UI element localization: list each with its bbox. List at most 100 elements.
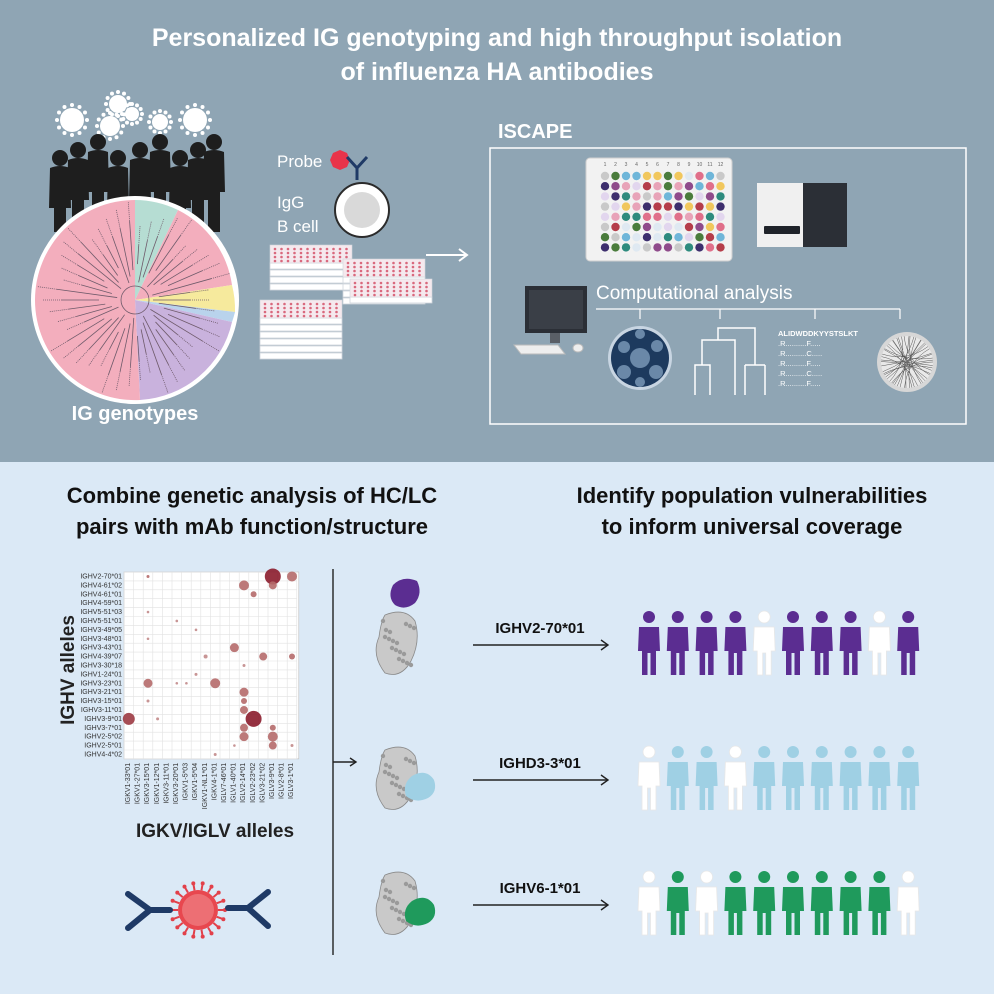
light-allele-label: IGKV1-12*01: [154, 763, 161, 804]
person-icon: [868, 871, 891, 935]
sequence-header: ALIDWDDKYYSTSLKT: [778, 329, 858, 338]
light-allele-label: IGLV7-46*01: [221, 763, 228, 803]
ighv-allele-label: IGHV3-15*01: [80, 698, 122, 705]
ighv-allele-label: IGHV3-23*01: [80, 680, 122, 687]
heatmap-bubble: [233, 744, 236, 747]
probe-label: Probe: [277, 152, 322, 171]
heatmap-bubble: [239, 732, 249, 742]
plate-column-number: 4: [635, 162, 638, 168]
computer-icon: [512, 286, 587, 355]
person-icon: [753, 871, 776, 935]
ighv-allele-label: IGHV4-61*01: [80, 591, 122, 598]
plate-column-number: 11: [707, 162, 712, 168]
right-heading-line2: to inform universal coverage: [602, 514, 903, 539]
probe-bcell-icon: [330, 150, 390, 238]
iscape-label: ISCAPE: [498, 121, 572, 143]
population-row: IGHV2-70*01: [375, 578, 920, 676]
circos-plot-icon: [877, 332, 937, 392]
heatmap-bubble: [269, 724, 276, 731]
ighv-allele-label: IGHV2-5*01: [84, 743, 122, 750]
person-icon: [839, 611, 862, 675]
light-allele-label: IGKV3-15*01: [144, 763, 151, 804]
light-allele-label: IGLV2-8*01: [279, 763, 286, 799]
plate-column-number: 5: [646, 162, 649, 168]
right-heading-line1: Identify population vulnerabilities: [577, 483, 928, 508]
plate-column-number: 8: [677, 162, 680, 168]
plate-column-number: 3: [625, 162, 628, 168]
person-icon: [753, 746, 776, 810]
heatmap-bubble: [239, 687, 249, 697]
heatmap-bubble: [213, 752, 217, 756]
heatmap-bubble: [250, 591, 257, 598]
person-icon: [782, 871, 804, 935]
plate-column-number: 1: [604, 162, 607, 168]
sequence-row: .R..........C.....: [778, 369, 822, 378]
light-allele-label: IGLV3-1*01: [288, 763, 295, 799]
person-icon: [839, 746, 862, 810]
heatmap-bubble: [175, 681, 179, 685]
heatmap-bubble: [146, 610, 150, 614]
protein-structure-icon: [375, 871, 436, 935]
ighv-allele-label: IGHV4-39*07: [80, 654, 122, 661]
plate-column-number: 9: [688, 162, 691, 168]
person-icon: [666, 746, 689, 810]
person-icon: [724, 871, 747, 935]
person-icon: [695, 611, 718, 675]
virus-icon: [120, 102, 144, 126]
cluster-bubble-icon: [608, 326, 672, 390]
heatmap-bubble: [146, 699, 150, 703]
ighv-allele-label: IGHV2-5*02: [84, 734, 122, 741]
heatmap-bubble: [194, 628, 198, 632]
person-icon: [695, 870, 719, 936]
gene-label: IGHV6-1*01: [500, 880, 581, 897]
top-title-line2: of influenza HA antibodies: [341, 58, 654, 86]
person-icon: [782, 611, 804, 675]
plate-column-number: 6: [656, 162, 659, 168]
heatmap-bubble: [241, 698, 247, 705]
person-icon: [637, 870, 661, 936]
person-icon: [810, 871, 833, 935]
light-allele-label: IGLV3-21*02: [259, 763, 266, 803]
heatmap-bubble: [194, 672, 198, 676]
ighv-allele-label: IGHV5-51*03: [80, 609, 122, 616]
heatmap-bubble: [229, 643, 239, 653]
person-icon: [896, 870, 920, 936]
sequence-row: .R..........F.....: [778, 379, 821, 388]
ighv-allele-label: IGHV3-43*01: [80, 645, 122, 652]
heatmap-bubble: [245, 710, 262, 727]
person-icon: [637, 745, 661, 811]
ighv-allele-label: IGHV4-59*01: [80, 600, 122, 607]
heatmap-bubble: [264, 568, 281, 585]
heatmap-bubble: [122, 712, 135, 725]
sequence-row: .R..........F.....: [778, 359, 821, 368]
light-allele-label: IGKV1-5*03: [183, 763, 190, 800]
top-title-line1: Personalized IG genotyping and high thro…: [152, 24, 842, 52]
virus-icon: [147, 109, 173, 135]
ighv-allele-label: IGHV3-49*05: [80, 627, 122, 634]
person-icon: [666, 611, 689, 675]
population-row: IGHV6-1*01: [375, 870, 920, 936]
virus-icon: [55, 103, 89, 137]
person-icon: [638, 611, 660, 675]
population-row: IGHD3-3*01: [375, 745, 920, 811]
ighv-allele-label: IGHV4-61*02: [80, 582, 122, 589]
person-icon: [867, 610, 891, 676]
light-allele-label: IGLV1-40*01: [231, 763, 238, 803]
heatmap-bubble: [185, 681, 188, 685]
plate-column-number: 12: [718, 162, 724, 168]
person-icon: [810, 611, 833, 675]
light-allele-label: IGKV1-NL1*01: [202, 763, 209, 809]
light-allele-label: IGKV3-11*01: [163, 763, 170, 804]
genotype-wheel: [31, 196, 239, 404]
plate-stacks-icon: [259, 244, 433, 360]
heatmap-bubble: [156, 717, 160, 721]
light-allele-label: IGKV4-1*01: [211, 763, 218, 800]
left-heading-line1: Combine genetic analysis of HC/LC: [67, 483, 438, 508]
ighv-allele-label: IGHV2-70*01: [80, 574, 122, 581]
virus-icon: [178, 103, 212, 137]
y-axis-label: IGHV alleles: [58, 615, 79, 725]
heatmap-bubble: [239, 580, 249, 591]
virus-icon: [95, 111, 125, 141]
